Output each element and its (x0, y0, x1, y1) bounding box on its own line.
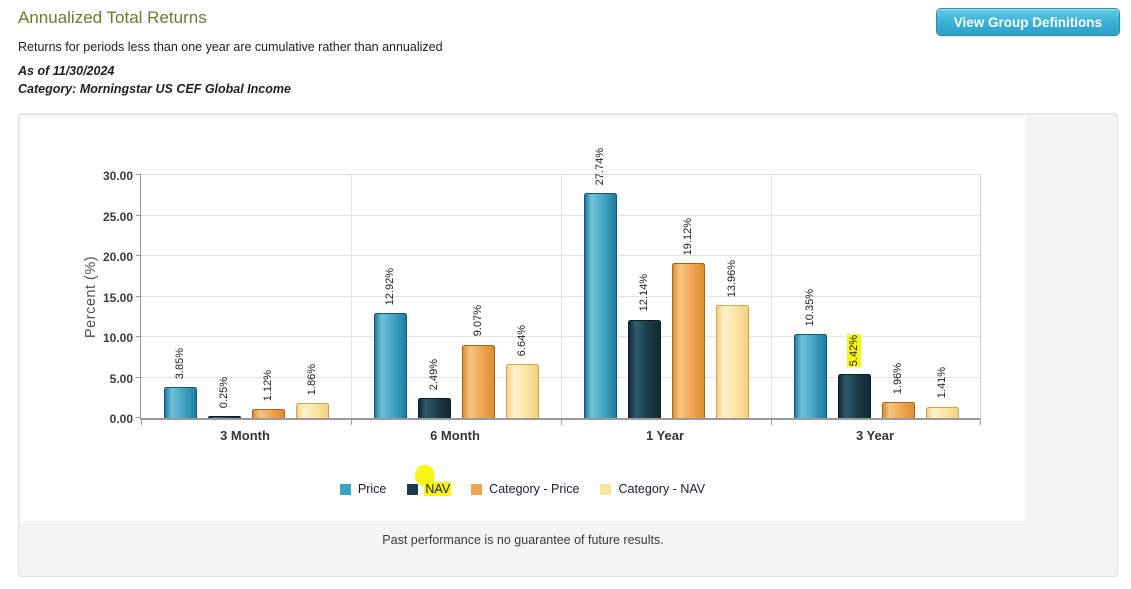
disclaimer-text: Past performance is no guarantee of futu… (382, 533, 664, 547)
gridline (141, 336, 980, 337)
bar-category-nav-3-month[interactable] (296, 402, 329, 418)
bar-nav-3-month[interactable] (208, 415, 241, 418)
bar-value-label: 1.96% (891, 362, 904, 395)
gridline (141, 214, 980, 216)
bar-price-3-year[interactable] (794, 334, 827, 418)
y-tick-label: 30.00 (102, 169, 133, 183)
legend-label: Price (357, 482, 387, 496)
bar-value-label: 12.14% (637, 274, 650, 312)
bar-group-6-month: 12.92% 2.49% 9.07% 6.64% (351, 175, 561, 418)
bar-value-label: 3.85% (173, 347, 186, 379)
bar-nav-1-year[interactable] (628, 319, 661, 418)
bar-category-nav-1-year[interactable] (716, 304, 749, 418)
x-axis-tick (351, 420, 352, 425)
y-tick-label: 25.00 (102, 209, 133, 224)
bar-category-price-1-year[interactable] (672, 263, 705, 418)
page-title: Annualized Total Returns (18, 8, 207, 27)
y-axis-tick (136, 376, 141, 378)
bar-category-price-6-month[interactable] (462, 344, 495, 418)
category-label-6-month: 6 Month (430, 428, 480, 443)
group-separator (771, 175, 772, 418)
y-axis-tick (136, 336, 141, 337)
bar-value-label: 12.92% (383, 268, 396, 306)
y-tick-label: 10.00 (102, 331, 133, 345)
gridline (141, 255, 980, 256)
chart-legend: Price NAV Category - Price Category - NAV (21, 462, 1025, 496)
page-subtitle: Returns for periods less than one year a… (18, 40, 443, 54)
legend-label: Category - NAV (618, 482, 706, 496)
bar-value-label: 1.12% (261, 369, 274, 401)
bar-category-nav-3-year[interactable] (926, 406, 959, 418)
legend-item-category-nav[interactable]: Category - NAV (600, 482, 706, 496)
bar-nav-6-month[interactable] (418, 397, 451, 418)
legend-swatch (407, 483, 419, 495)
y-tick-label: 0.00 (109, 412, 133, 426)
bar-value-label: 9.07% (471, 305, 484, 337)
bar-nav-3-year[interactable] (838, 374, 871, 418)
x-axis-tick (980, 420, 981, 425)
y-axis-tick (136, 255, 141, 256)
x-axis-tick (771, 420, 772, 425)
bar-group-3-month: 3.85% 0.25% 1.12% 1.86% (141, 175, 351, 418)
bar-value-label: 2.49% (427, 358, 440, 390)
legend-swatch (600, 483, 612, 495)
category-label-3-month: 3 Month (220, 428, 270, 443)
view-group-definitions-button[interactable]: View Group Definitions (935, 8, 1120, 36)
bar-category-nav-6-month[interactable] (506, 364, 539, 418)
legend-swatch (471, 483, 483, 495)
group-separator (351, 175, 352, 418)
bar-value-label: 1.41% (935, 367, 948, 399)
legend-item-nav[interactable]: NAV (407, 462, 452, 496)
bar-value-label: 1.86% (305, 363, 318, 395)
category-label-1-year: 1 Year (645, 428, 685, 443)
bar-category-price-3-month[interactable] (252, 408, 285, 418)
y-axis-tick (136, 214, 141, 216)
bar-group-3-year: 10.35% 5.42% 1.96% 1.41% (771, 175, 981, 418)
legend-label: Category - Price (489, 482, 580, 496)
plot-area: 3.85% 0.25% 1.12% 1.86% 12.92% 2.49% 9.07% 6.64… (136, 148, 981, 425)
y-tick-label: 15.00 (102, 290, 133, 305)
as-of-date: As of 11/30/2024 (18, 64, 115, 78)
bar-value-label: 27.74% (593, 148, 606, 186)
y-axis-tick (136, 417, 141, 418)
y-tick-label: 5.00 (109, 371, 133, 386)
chart-panel: Percent (%) 3.85% 0.25% 1.12% 1.86% 12.92% 2.… (18, 113, 1118, 577)
gridline (141, 295, 980, 297)
legend-item-category-price[interactable]: Category - Price (471, 482, 580, 496)
category-label-3-year: 3 Year (855, 428, 895, 443)
bar-value-label: 5.42% (846, 333, 861, 368)
bar-value-label: 6.64% (515, 325, 528, 357)
x-axis-tick (141, 420, 142, 425)
bar-group-1-year: 27.74% 12.14% 19.12% 13.96% (561, 148, 771, 418)
bar-price-1-year[interactable] (584, 193, 617, 418)
group-separator (561, 175, 562, 418)
bar-value-label: 10.35% (803, 288, 816, 327)
legend-item-price[interactable]: Price (339, 482, 387, 496)
bar-price-3-month[interactable] (164, 386, 197, 418)
bar-category-price-3-year[interactable] (882, 402, 915, 418)
x-axis-tick (561, 420, 562, 425)
category-label: Category: Morningstar US CEF Global Inco… (18, 82, 291, 96)
gridline (141, 376, 980, 378)
legend-label: NAV (424, 482, 452, 496)
bar-price-6-month[interactable] (374, 313, 407, 418)
bar-value-label: 0.25% (217, 376, 230, 408)
bar-value-label: 13.96% (725, 259, 738, 297)
y-tick-label: 20.00 (102, 250, 133, 264)
y-axis-tick (136, 295, 141, 297)
y-axis-tick (136, 174, 141, 175)
bar-value-label: 19.12% (681, 217, 694, 256)
chart-area: Percent (%) 3.85% 0.25% 1.12% 1.86% 12.92% 2.… (21, 116, 1025, 521)
legend-swatch (339, 483, 351, 495)
